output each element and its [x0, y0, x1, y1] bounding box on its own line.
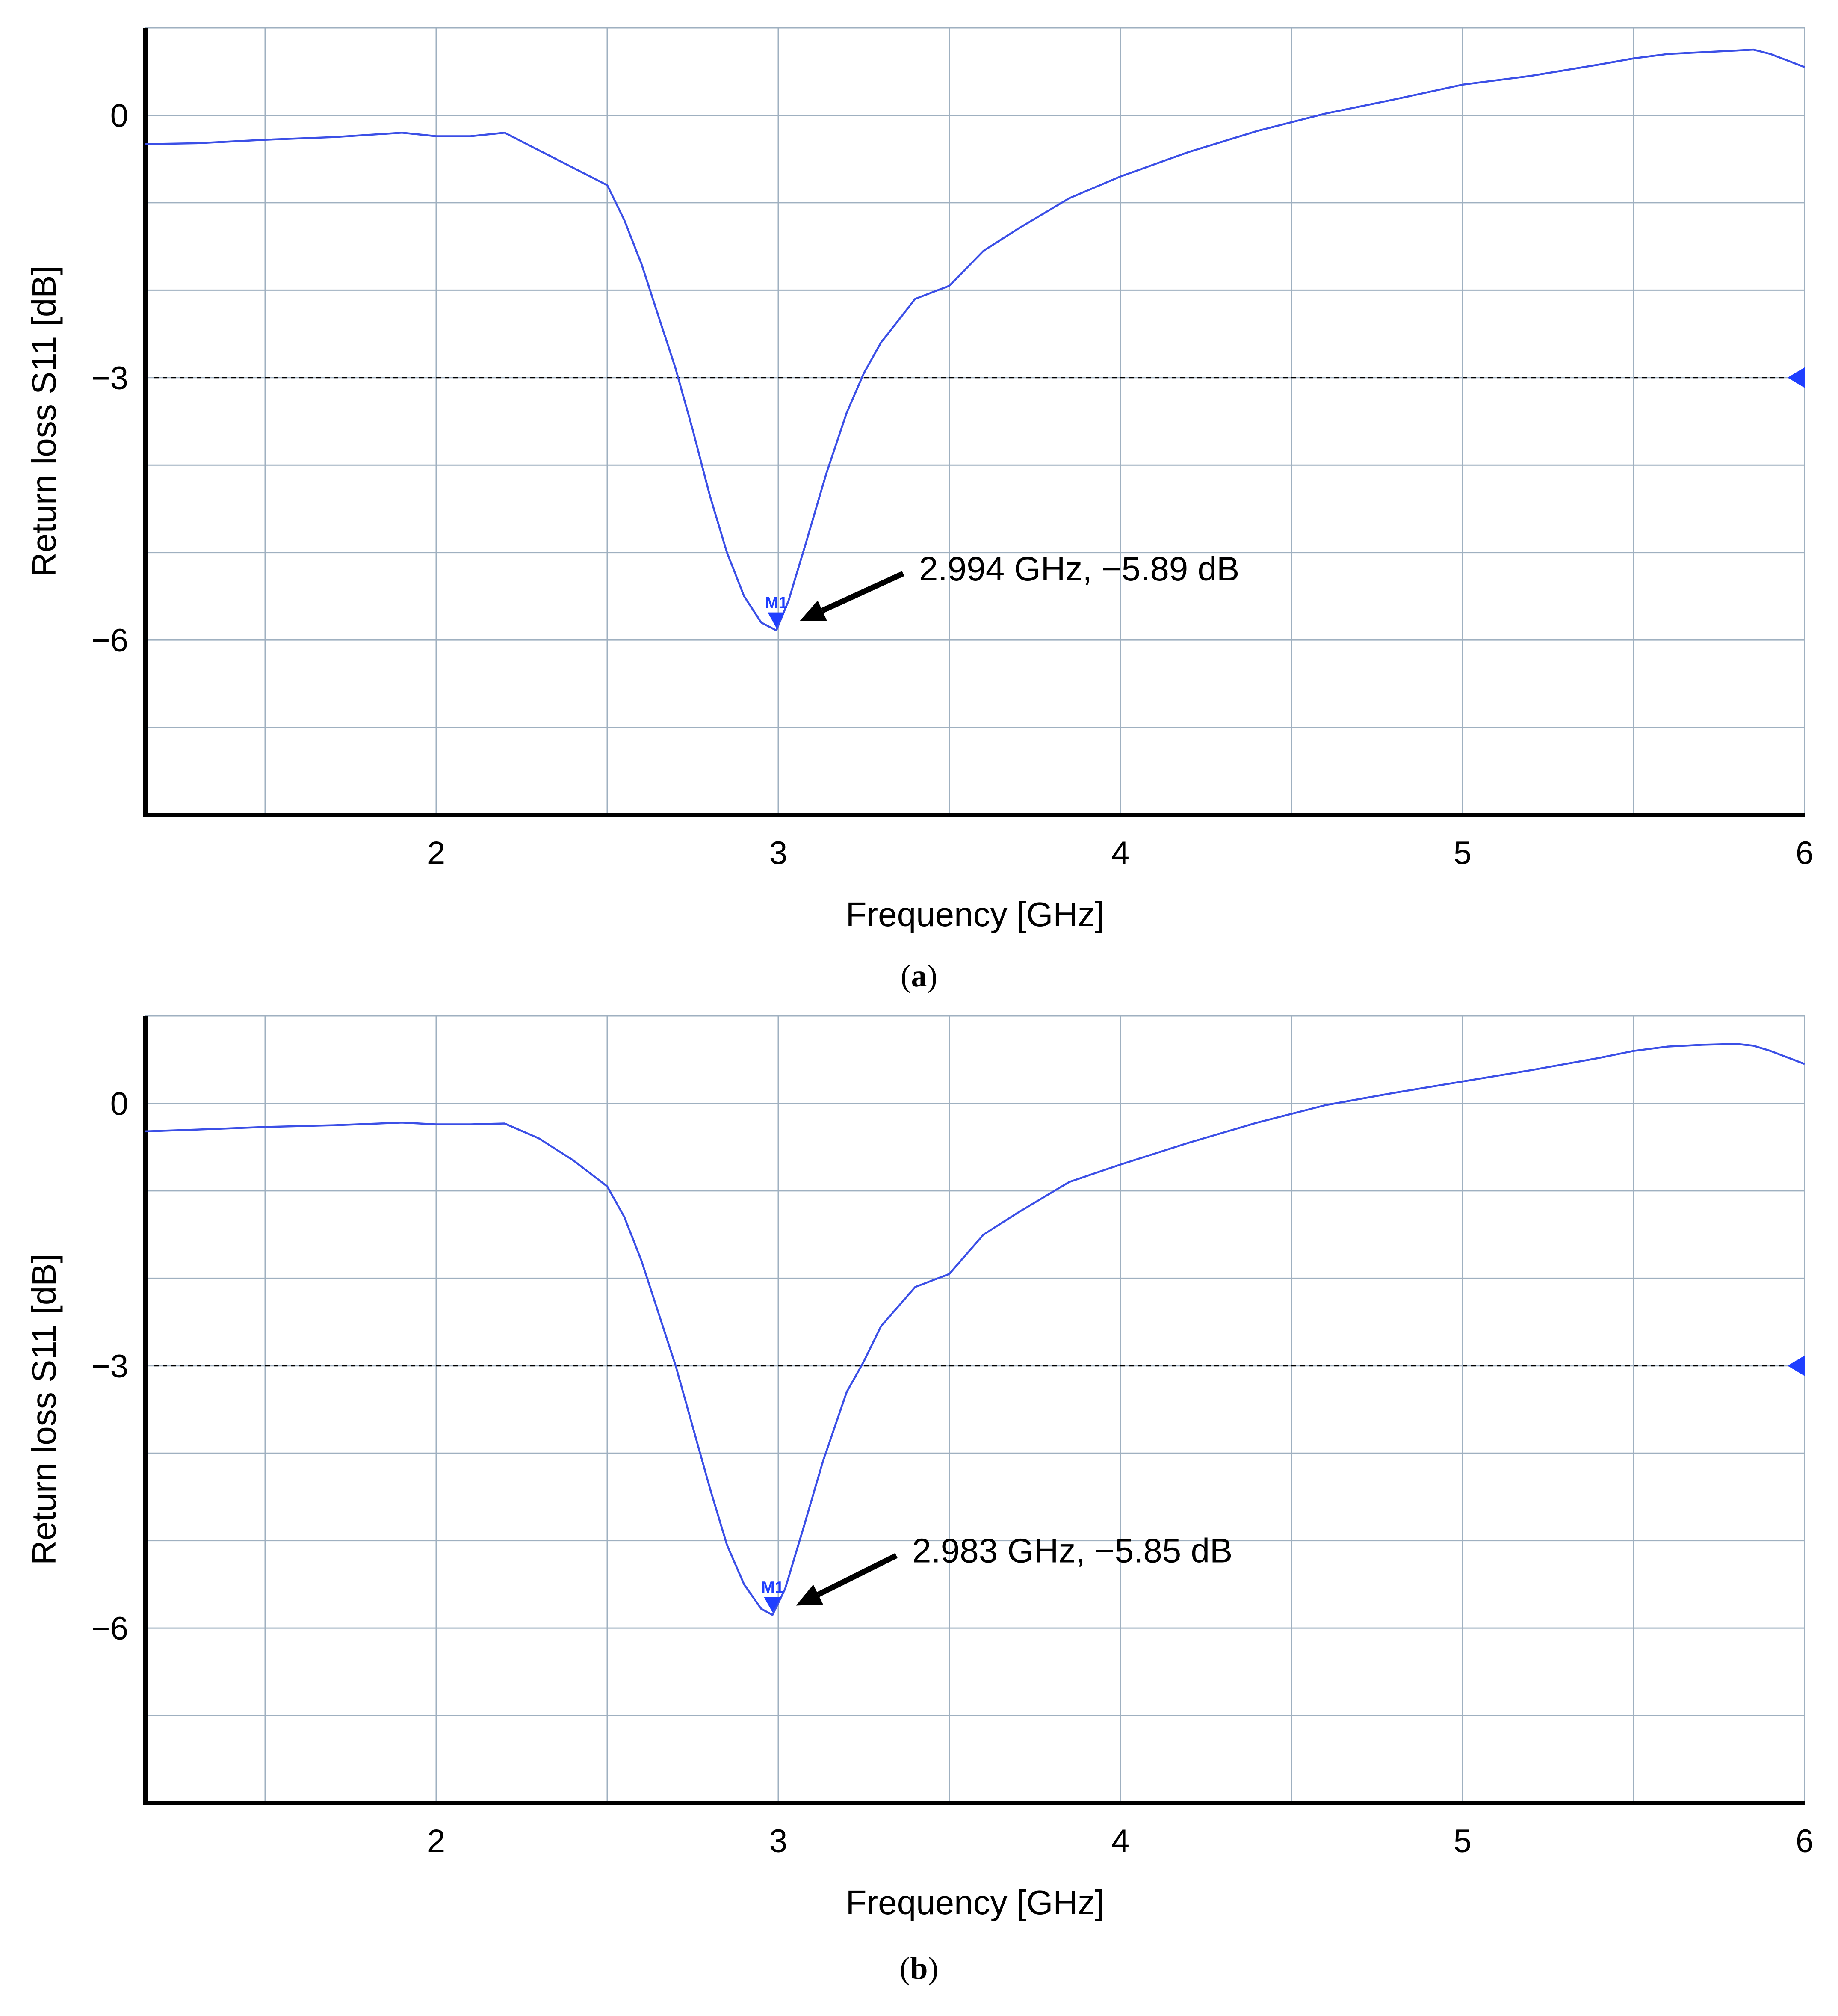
- x-tick-label: 5: [1454, 1823, 1472, 1859]
- x-axis-label: Frequency [GHz]: [846, 1883, 1105, 1921]
- panel-a: 2 3 4 5 6 0 −3 −6 Frequency [GHz] Return loss S11…: [0, 0, 1838, 1001]
- panel-b: 2 3 4 5 6 0 −3 −6 Frequency [GHz] Return loss S11…: [0, 988, 1838, 1989]
- annotation-arrow-shaft: [817, 1553, 898, 1597]
- marker-m1-triangle: [768, 612, 785, 628]
- y-tick-label: 0: [110, 98, 128, 134]
- y-tick-label: 0: [110, 1086, 128, 1122]
- marker-annotation-text: 2.994 GHz, −5.89 dB: [919, 550, 1239, 588]
- reference-level-indicator: [1788, 367, 1805, 388]
- series-line-s11: [145, 1043, 1805, 1616]
- y-tick-label: −6: [91, 622, 128, 659]
- x-tick-label: 5: [1454, 835, 1472, 871]
- x-tick-label: 3: [769, 1823, 787, 1859]
- y-axis-label: Return loss S11 [dB]: [25, 266, 63, 577]
- x-tick-label: 2: [427, 1823, 445, 1859]
- marker-m1-label: M1: [765, 594, 788, 612]
- y-tick-label: −3: [91, 1348, 128, 1385]
- series-line-s11: [145, 48, 1805, 631]
- caption-a: (a): [0, 958, 1838, 995]
- caption-b: (b): [0, 1951, 1838, 1987]
- y-tick-label: −6: [91, 1610, 128, 1647]
- annotation-arrow-shaft: [821, 571, 904, 613]
- x-tick-label: 3: [769, 835, 787, 871]
- annotation-arrow-head: [796, 1584, 823, 1606]
- x-tick-label: 6: [1796, 835, 1814, 871]
- marker-annotation-text: 2.983 GHz, −5.85 dB: [912, 1532, 1232, 1570]
- caption-b-letter: b: [910, 1951, 928, 1986]
- return-loss-chart-b: 2 3 4 5 6 0 −3 −6 Frequency [GHz] Return loss S11…: [25, 1015, 1814, 1921]
- caption-b-close: ): [928, 1951, 939, 1986]
- marker-m1-label: M1: [761, 1578, 784, 1596]
- y-axis-label: Return loss S11 [dB]: [25, 1254, 63, 1565]
- caption-b-open: (: [899, 1951, 910, 1986]
- marker-m1-triangle: [764, 1597, 781, 1613]
- y-tick-label: −3: [91, 360, 128, 397]
- annotation-arrow-head: [800, 600, 827, 621]
- reference-level-indicator: [1788, 1355, 1805, 1376]
- x-axis-label: Frequency [GHz]: [846, 895, 1105, 933]
- x-tick-label: 6: [1796, 1823, 1814, 1859]
- x-tick-label: 2: [427, 835, 445, 871]
- caption-a-open: (: [900, 959, 911, 994]
- return-loss-chart-a: 2 3 4 5 6 0 −3 −6 Frequency [GHz] Return loss S11…: [25, 27, 1814, 933]
- caption-a-letter: a: [911, 959, 927, 994]
- caption-a-close: ): [927, 959, 938, 994]
- x-tick-label: 4: [1111, 835, 1129, 871]
- x-tick-label: 4: [1111, 1823, 1129, 1859]
